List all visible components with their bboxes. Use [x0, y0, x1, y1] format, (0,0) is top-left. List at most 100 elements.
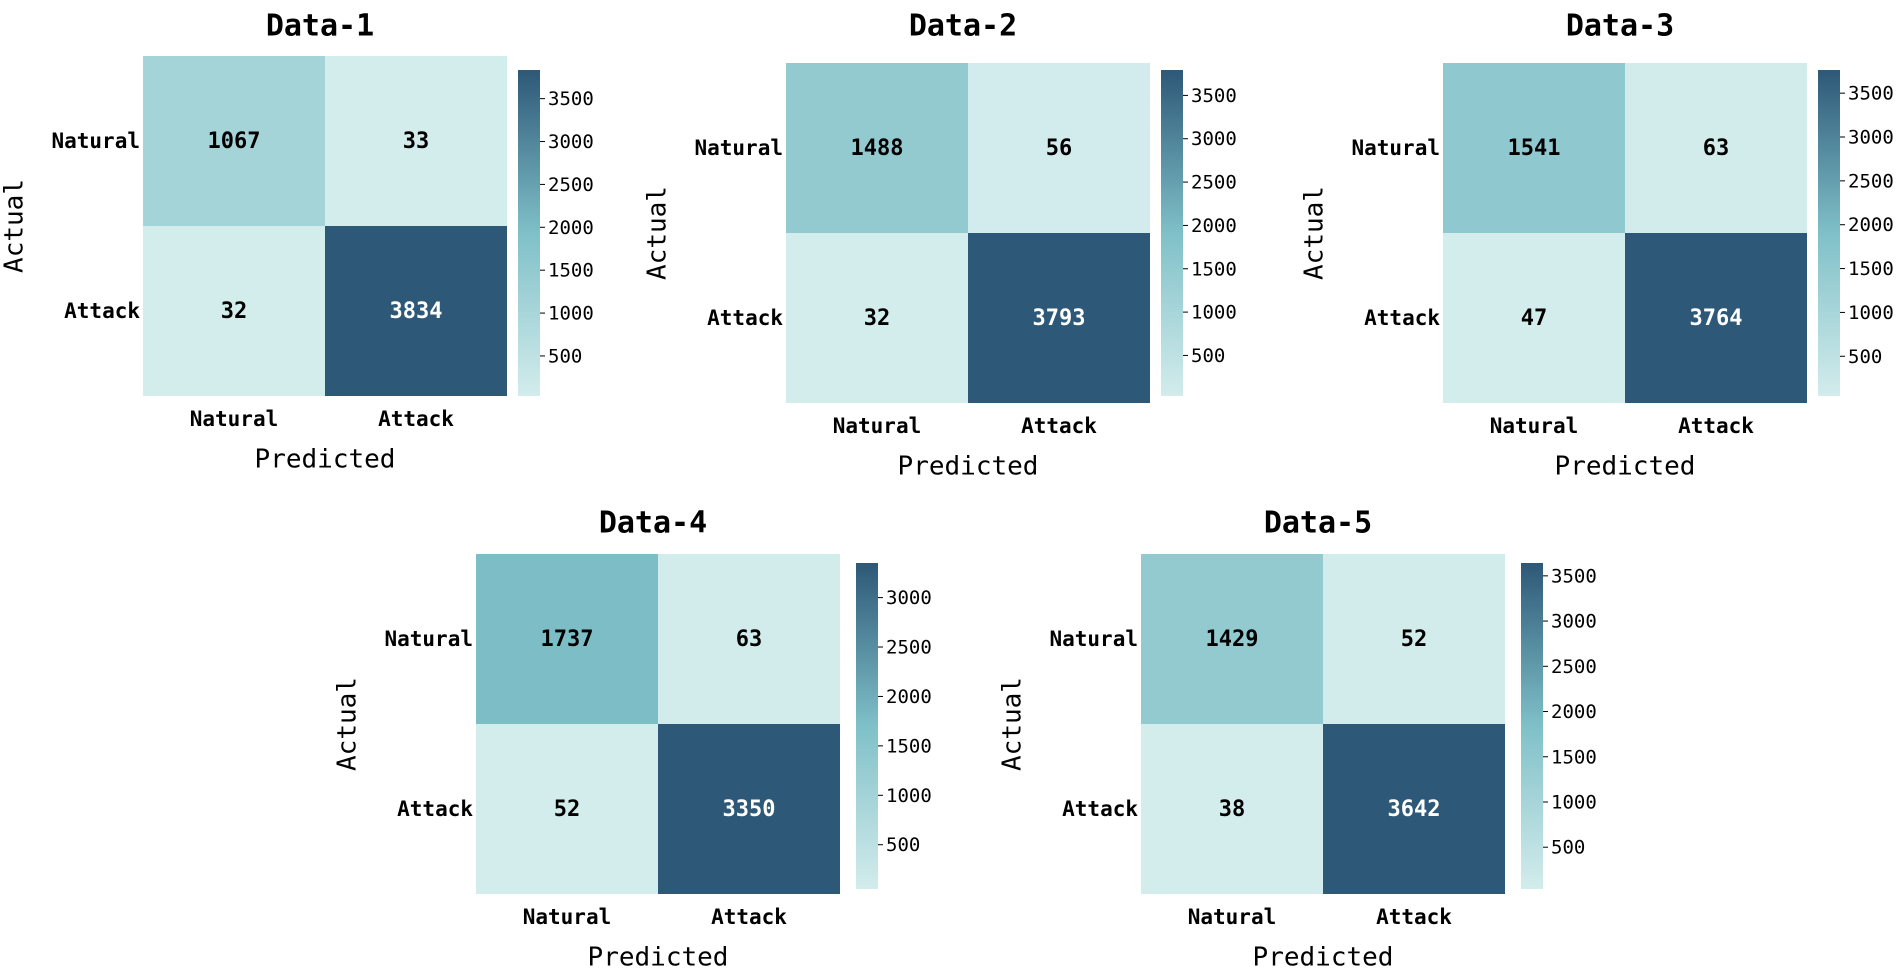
y-tick-label: Natural — [1351, 136, 1440, 160]
colorbar — [518, 70, 540, 396]
confusion-matrix-panel-1: Data-1 1067 33 32 3834 Natural Attack Natural At… — [0, 9, 594, 475]
heatmap-cell — [143, 56, 325, 226]
colorbar-tick-label: 1500 — [1191, 258, 1237, 280]
y-axis-label: Actual — [643, 186, 673, 280]
colorbar-tick-label: 3000 — [1191, 128, 1237, 150]
cell-value-label: 1067 — [208, 129, 261, 154]
cell-value-label: 3834 — [390, 299, 443, 324]
x-tick-label: Natural — [1490, 414, 1579, 438]
colorbar-tick-label: 3500 — [1848, 83, 1894, 105]
x-axis-label: Predicted — [255, 445, 396, 475]
y-axis-label: Actual — [0, 179, 30, 273]
y-tick-label: Natural — [384, 627, 473, 651]
colorbar-tick-label: 3500 — [1551, 565, 1597, 587]
colorbar-tick-label: 1500 — [1551, 746, 1597, 768]
colorbar-tick-label: 1000 — [1848, 302, 1894, 324]
confusion-matrix-panel-4: Data-4 1737 63 52 3350 Natural Attack Natural At… — [333, 506, 932, 969]
x-axis-label: Predicted — [1555, 452, 1696, 482]
colorbar-tick-label: 3000 — [548, 131, 594, 153]
colorbar-tick-label: 3000 — [886, 587, 932, 609]
x-axis-label: Predicted — [1253, 943, 1394, 969]
heatmap-cell — [1625, 233, 1807, 403]
colorbar-tick-label: 1500 — [886, 735, 932, 757]
y-tick-label: Attack — [1062, 797, 1138, 821]
heatmap-cell — [1625, 63, 1807, 233]
colorbar-tick-label: 3000 — [1848, 127, 1894, 149]
colorbar-tick-label: 1500 — [1848, 258, 1894, 280]
heatmap-cell — [476, 554, 658, 724]
y-axis-label: Actual — [998, 677, 1028, 771]
heatmap-cell — [325, 56, 507, 226]
cell-value-label: 3793 — [1033, 306, 1086, 331]
colorbar-tick-label: 2500 — [1551, 656, 1597, 678]
cell-value-label: 38 — [1219, 797, 1246, 822]
colorbar-tick-label: 2000 — [548, 217, 594, 239]
cell-value-label: 3642 — [1388, 797, 1441, 822]
heatmap-cell — [1443, 233, 1625, 403]
cell-value-label: 3350 — [723, 797, 776, 822]
cell-value-label: 33 — [403, 129, 430, 154]
heatmap-cell — [658, 724, 840, 894]
y-tick-label: Natural — [694, 136, 783, 160]
cell-value-label: 1429 — [1206, 627, 1259, 652]
panel-title: Data-5 — [1264, 506, 1372, 541]
cell-value-label: 63 — [1703, 136, 1730, 161]
heatmap-cell — [786, 233, 968, 403]
colorbar-tick-label: 2000 — [886, 686, 932, 708]
colorbar — [1521, 563, 1543, 889]
cell-value-label: 56 — [1046, 136, 1073, 161]
colorbar-tick-label: 500 — [1848, 346, 1882, 368]
cell-value-label: 32 — [864, 306, 891, 331]
cell-value-label: 52 — [554, 797, 581, 822]
colorbar-tick-label: 2500 — [548, 174, 594, 196]
cell-value-label: 47 — [1521, 306, 1548, 331]
colorbar-tick-label: 1000 — [548, 303, 594, 325]
heatmap-cell — [1141, 724, 1323, 894]
x-tick-label: Attack — [1678, 414, 1754, 438]
heatmap-cell — [325, 226, 507, 396]
heatmap-cell — [1141, 554, 1323, 724]
x-tick-label: Attack — [1376, 905, 1452, 929]
colorbar-tick-label: 3000 — [1551, 611, 1597, 633]
heatmap-cell — [968, 233, 1150, 403]
colorbar-tick-label: 1000 — [886, 785, 932, 807]
colorbar-tick-label: 500 — [886, 834, 920, 856]
cell-value-label: 1488 — [851, 136, 904, 161]
panel-title: Data-3 — [1566, 9, 1674, 44]
confusion-matrix-panel-2: Data-2 1488 56 32 3793 Natural Attack Natural At… — [643, 9, 1237, 482]
x-tick-label: Natural — [190, 407, 279, 431]
cell-value-label: 63 — [736, 627, 763, 652]
heatmap-cell — [476, 724, 658, 894]
cell-value-label: 32 — [221, 299, 248, 324]
heatmap-cell — [968, 63, 1150, 233]
y-tick-label: Attack — [707, 306, 783, 330]
cell-value-label: 1737 — [541, 627, 594, 652]
cell-value-label: 1541 — [1508, 136, 1561, 161]
colorbar-tick-label: 500 — [1551, 837, 1585, 859]
colorbar-tick-label: 3500 — [548, 88, 594, 110]
y-axis-label: Actual — [333, 677, 363, 771]
heatmap-cell — [1443, 63, 1625, 233]
colorbar-tick-label: 500 — [1191, 345, 1225, 367]
heatmap-cell — [143, 226, 325, 396]
cell-value-label: 3764 — [1690, 306, 1743, 331]
x-tick-label: Attack — [711, 905, 787, 929]
colorbar-tick-label: 2000 — [1848, 214, 1894, 236]
x-tick-label: Attack — [1021, 414, 1097, 438]
colorbar-tick-label: 500 — [548, 345, 582, 367]
heatmap-cell — [1323, 554, 1505, 724]
colorbar — [1818, 70, 1840, 396]
x-tick-label: Attack — [378, 407, 454, 431]
colorbar-tick-label: 2000 — [1551, 701, 1597, 723]
x-tick-label: Natural — [523, 905, 612, 929]
confusion-matrix-panel-3: Data-3 1541 63 47 3764 Natural Attack Natural At… — [1300, 9, 1894, 482]
y-axis-label: Actual — [1300, 186, 1330, 280]
y-tick-label: Natural — [1049, 627, 1138, 651]
x-axis-label: Predicted — [898, 452, 1039, 482]
panel-title: Data-1 — [266, 9, 374, 44]
colorbar-tick-label: 2500 — [886, 637, 932, 659]
panel-title: Data-2 — [909, 9, 1017, 44]
heatmap-cell — [1323, 724, 1505, 894]
colorbar — [1161, 70, 1183, 396]
colorbar-tick-label: 2500 — [1191, 172, 1237, 194]
